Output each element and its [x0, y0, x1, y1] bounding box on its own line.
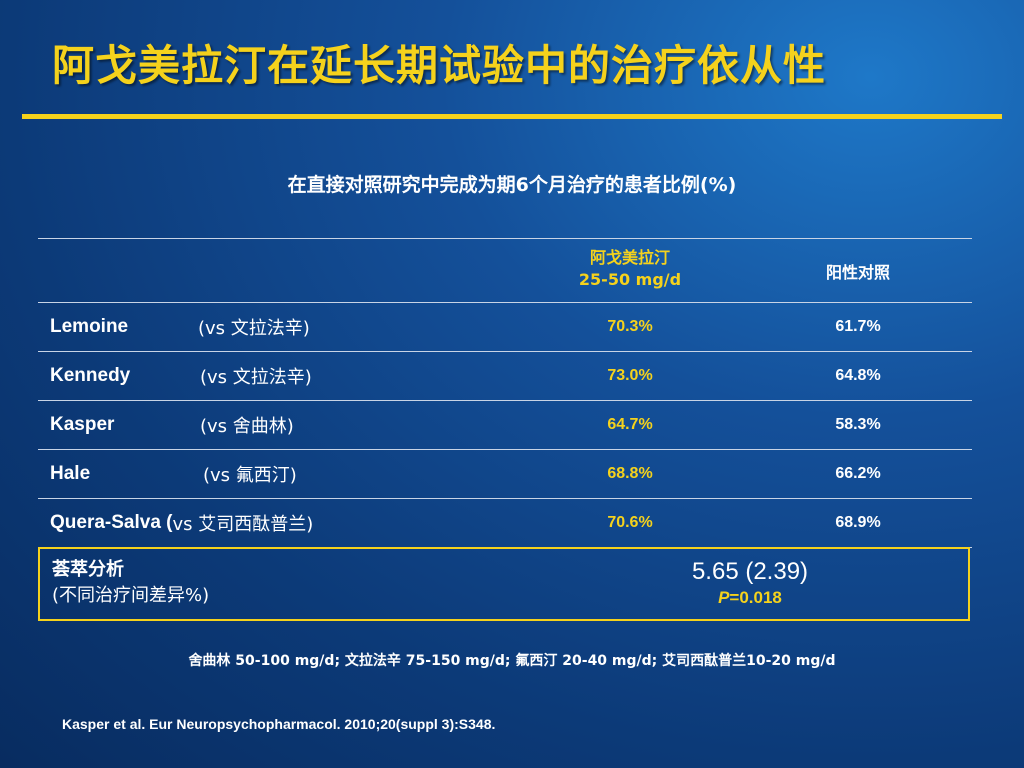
- meta-analysis-label: 荟萃分析 (不同治疗间差异%): [52, 557, 209, 609]
- table-row: Lemoine (vs 文拉法辛) 70.3% 61.7%: [38, 302, 972, 351]
- dosage-footnote: 舍曲林 50-100 mg/d; 文拉法辛 75-150 mg/d; 氟西汀 2…: [188, 653, 836, 669]
- study-cell: Lemoine (vs 文拉法辛): [50, 303, 310, 351]
- meta-analysis-value: 5.65 (2.39): [691, 558, 809, 585]
- study-name: Quera-Salva (: [50, 512, 173, 533]
- header-active-control: 阳性对照: [825, 262, 890, 282]
- header-agomelatine: 阿戈美拉汀 25-50 mg/d: [550, 247, 710, 291]
- study-comparator: (vs 氟西汀): [203, 465, 297, 486]
- meta-analysis-result: 5.65 (2.39) P=0.018: [600, 557, 900, 609]
- agomelatine-value: 70.6%: [607, 514, 653, 531]
- agomelatine-value: 73.0%: [607, 367, 653, 384]
- study-cell: Quera-Salva ( vs 艾司西酞普兰): [50, 499, 313, 547]
- control-value: 64.8%: [835, 367, 881, 384]
- p-value: P=0.018: [600, 587, 900, 609]
- study-comparator: (vs 文拉法辛): [198, 318, 310, 339]
- meta-analysis-description: (不同治疗间差异%): [52, 585, 210, 606]
- control-value: 58.3%: [835, 416, 881, 433]
- study-comparator: (vs 文拉法辛): [200, 367, 312, 388]
- slide-title: 阿戈美拉汀在延长期试验中的治疗依从性: [52, 41, 827, 90]
- citation: Kasper et al. Eur Neuropsychopharmacol. …: [62, 716, 496, 732]
- header-agomelatine-dose: 25-50 mg/d: [578, 270, 682, 289]
- study-comparator: (vs 舍曲林): [200, 416, 294, 437]
- agomelatine-value: 64.7%: [607, 416, 653, 433]
- table-row: Kennedy (vs 文拉法辛) 73.0% 64.8%: [38, 351, 972, 400]
- study-name: Kasper: [50, 414, 115, 435]
- study-name: Kennedy: [50, 365, 131, 386]
- control-value: 68.9%: [835, 514, 881, 531]
- agomelatine-value: 70.3%: [607, 318, 653, 335]
- comparison-table: 阿戈美拉汀 25-50 mg/d 阳性对照 Lemoine (vs 文拉法辛) …: [38, 238, 972, 548]
- title-divider: [22, 114, 1002, 119]
- table-header-row: 阿戈美拉汀 25-50 mg/d 阳性对照: [38, 238, 972, 302]
- study-comparator: vs 艾司西酞普兰): [172, 514, 314, 535]
- agomelatine-value: 68.8%: [607, 465, 653, 482]
- table-row: Kasper (vs 舍曲林) 64.7% 58.3%: [38, 400, 972, 449]
- table-subtitle: 在直接对照研究中完成为期6个月治疗的患者比例(%): [287, 174, 737, 196]
- p-value-label: P: [718, 588, 730, 607]
- table-row: Hale (vs 氟西汀) 68.8% 66.2%: [38, 449, 972, 498]
- meta-analysis-box: 荟萃分析 (不同治疗间差异%) 5.65 (2.39) P=0.018: [38, 547, 970, 621]
- study-cell: Hale (vs 氟西汀): [50, 450, 297, 498]
- header-agomelatine-name: 阿戈美拉汀: [589, 248, 670, 267]
- table-row: Quera-Salva ( vs 艾司西酞普兰) 70.6% 68.9%: [38, 498, 972, 548]
- study-cell: Kennedy (vs 文拉法辛): [50, 352, 312, 400]
- study-name: Hale: [50, 463, 91, 484]
- meta-analysis-title: 荟萃分析: [52, 559, 124, 580]
- study-cell: Kasper (vs 舍曲林): [50, 401, 294, 449]
- p-value-number: =0.018: [729, 588, 782, 607]
- control-value: 66.2%: [835, 465, 881, 482]
- study-name: Lemoine: [50, 316, 129, 337]
- control-value: 61.7%: [835, 318, 881, 335]
